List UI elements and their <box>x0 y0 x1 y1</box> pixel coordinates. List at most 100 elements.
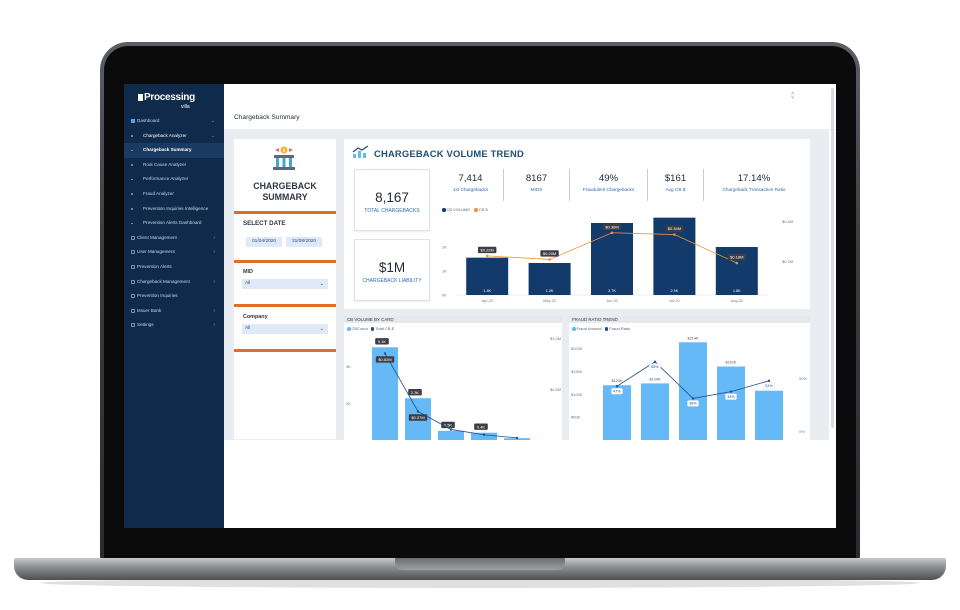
bar <box>372 347 398 440</box>
line-value-label: $0.34M <box>668 226 681 231</box>
bullet-icon <box>131 149 133 152</box>
date-from-input[interactable]: 01/04/2020 <box>246 237 282 247</box>
chargeback-liability-card: $1M CHARGEBACK LIABILITY <box>354 239 430 301</box>
mid-value: All <box>245 281 251 286</box>
bar <box>528 263 571 295</box>
line-value-label: $0.27M <box>411 415 424 420</box>
svg-text:$: $ <box>283 148 286 153</box>
sidebar-item-client-management[interactable]: Client Management › <box>124 231 224 246</box>
bar-value-label: $120K <box>612 379 623 383</box>
line-point <box>482 433 486 436</box>
kpi-card: 8167 MIDS <box>504 169 570 201</box>
sidebar-item-label: Dashboard <box>137 118 160 123</box>
sidebar-item-prevention-alerts-dashboard[interactable]: Prevention Alerts Dashboard <box>124 216 224 231</box>
bar-value-label: 0.4K <box>477 424 486 429</box>
sidebar-item-user-management[interactable]: User Management › <box>124 245 224 260</box>
y-tick-label: $150K <box>571 369 583 374</box>
filter-panel: $ CHARGEBACK SUMMARY SELECT DAT <box>234 139 336 439</box>
orange-divider <box>234 304 336 307</box>
kpi-card: $161 Avg CB $ <box>648 169 704 201</box>
sidebar-item-prevention-inquiries-intelligence[interactable]: Prevention Inquiries Intelligence <box>124 202 224 217</box>
sidebar: Processing villa Dashboard ⌄ Chargeback An… <box>124 84 224 528</box>
ratio-value-label: 51% <box>765 384 773 388</box>
updown-icon[interactable]: ˄ ˅ <box>791 91 794 101</box>
line-value-label: $0.18M <box>730 255 743 260</box>
bar-value-label: 1.8K <box>733 289 741 293</box>
sidebar-item-label: User Management <box>137 249 175 255</box>
bar-value-label: $124K <box>650 377 661 381</box>
chevron-down-icon: ⌄ <box>319 326 324 332</box>
panel-title: CB VOLUME BY CARD <box>344 316 562 323</box>
search-icon <box>131 294 135 299</box>
sidebar-item-chargeback-summary[interactable]: Chargeback Summary <box>124 143 224 158</box>
main-area: Chargeback Summary ˄ ˅ $ <box>224 84 836 528</box>
ratio-label-bg <box>763 382 775 389</box>
ratio-label-bg <box>725 393 737 400</box>
total-chargebacks-card: 8,167 TOTAL CHARGEBACKS <box>354 169 430 231</box>
bar-value-label: 2.7K <box>608 289 616 293</box>
line-point <box>610 231 614 235</box>
sidebar-item-label: Prevention Inquiries Intelligence <box>143 205 209 211</box>
chevron-right-icon: › <box>213 234 215 241</box>
company-dropdown[interactable]: All ⌄ <box>242 324 328 334</box>
bullet-icon <box>131 222 133 225</box>
legend-dot <box>604 327 609 331</box>
kpi-label: Fraudulent Chargebacks <box>582 187 635 192</box>
sidebar-item-label: Client Management <box>137 234 177 240</box>
panel-title: FRAUD RATIO TREND <box>569 316 810 323</box>
y2-tick-label: 50% <box>799 376 807 381</box>
bar-value-label: $214K <box>688 336 699 340</box>
orange-divider <box>234 349 336 352</box>
bullet-icon <box>131 208 133 210</box>
sidebar-item-label: Prevention Inquiries <box>137 293 178 299</box>
kpi-card: 49% Fraudulent Chargebacks <box>570 169 648 201</box>
sidebar-item-label: Chargeback Analyzer <box>143 132 187 138</box>
fraud-ratio-chart: $50K $100K $150K $200K 50% 0% $120K $124K $214K $… <box>571 336 807 440</box>
y2-tick-label: 0% <box>799 429 805 434</box>
kpi-card: 7,414 1st Chargebacks <box>438 169 504 201</box>
legend-label: CBCount <box>351 326 368 331</box>
sidebar-item-fraud-analyzer[interactable]: Fraud Analyzer <box>124 187 224 202</box>
logo[interactable]: Processing villa <box>138 92 212 112</box>
sidebar-nav: Dashboard ⌄ Chargeback Analyzer ⌄ Chargeback… <box>124 114 224 333</box>
sidebar-item-chargeback-management[interactable]: Chargeback Management › <box>124 275 224 290</box>
line-value-label-bg <box>478 246 497 254</box>
vertical-scrollbar[interactable] <box>831 88 834 428</box>
line-value-label-bg <box>408 414 428 421</box>
sidebar-item-performance-analyzer[interactable]: Performance Analyzer <box>124 172 224 187</box>
line-point <box>615 385 619 388</box>
date-to-input[interactable]: 31/08/2020 <box>286 237 322 247</box>
page-title: Chargeback Summary <box>234 114 300 121</box>
bullet-icon <box>131 178 133 181</box>
y-tick-label: $200K <box>571 346 583 351</box>
mid-dropdown[interactable]: All ⌄ <box>242 279 328 289</box>
total-chargebacks-label: TOTAL CHARGEBACKS <box>364 208 420 214</box>
users-icon <box>131 250 135 255</box>
orange-divider <box>234 211 336 214</box>
legend-dot <box>442 208 446 212</box>
y-tick-label: 2K <box>346 401 351 406</box>
sidebar-item-dashboard[interactable]: Dashboard ⌄ <box>124 114 224 129</box>
x-tick-label: Aug-20 <box>731 299 743 303</box>
sidebar-item-label: Chargeback Management <box>137 278 190 284</box>
legend-dot <box>474 208 478 212</box>
sidebar-item-issuer-bank[interactable]: Issuer Bank › <box>124 304 224 319</box>
top-bar: Chargeback Summary ˄ ˅ <box>224 84 836 130</box>
sidebar-item-prevention-alerts[interactable]: Prevention Alerts <box>124 260 224 275</box>
line-point <box>691 397 695 400</box>
sidebar-item-label: Chargeback Summary <box>143 147 192 153</box>
select-date-label: SELECT DATE <box>243 220 286 227</box>
sidebar-item-label: Prevention Alerts Dashboard <box>143 220 202 226</box>
sidebar-item-prevention-inquiries[interactable]: Prevention Inquiries <box>124 289 224 304</box>
kpi-label: MIDS <box>530 187 543 192</box>
sidebar-item-chargeback-analyzer[interactable]: Chargeback Analyzer ⌄ <box>124 129 224 144</box>
bar-value-label-bg <box>474 423 488 430</box>
laptop-shadow <box>40 578 920 588</box>
sidebar-item-label: Settings <box>137 322 154 328</box>
mid-label: MID <box>243 269 253 275</box>
chevron-right-icon: › <box>213 249 215 256</box>
sidebar-item-settings[interactable]: Settings › <box>124 318 224 333</box>
sidebar-item-root-cause-analyzer[interactable]: Root Cause Analyzer <box>124 158 224 173</box>
y2-tick-label: $0.5M <box>550 387 561 392</box>
